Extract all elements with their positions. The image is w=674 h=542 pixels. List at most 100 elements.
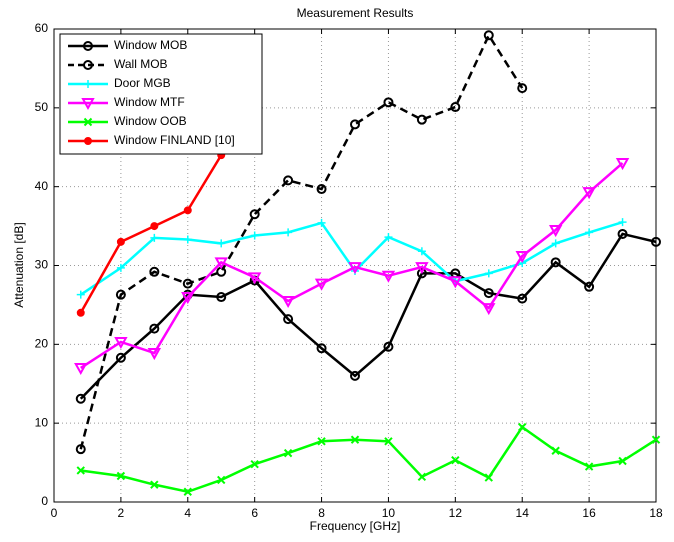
marker xyxy=(83,41,93,51)
x-tick-label: 14 xyxy=(516,506,530,520)
legend-label: Wall MOB xyxy=(114,57,168,71)
x-tick-label: 18 xyxy=(649,506,663,520)
marker xyxy=(618,456,627,466)
marker xyxy=(383,97,394,108)
marker xyxy=(515,251,529,264)
series-line xyxy=(79,154,223,314)
marker xyxy=(416,114,427,125)
marker xyxy=(250,231,259,240)
marker xyxy=(181,292,195,305)
marker xyxy=(76,308,85,317)
marker xyxy=(76,290,85,299)
marker xyxy=(417,472,427,481)
marker xyxy=(381,270,396,283)
marker xyxy=(217,239,226,248)
marker xyxy=(116,471,126,481)
marker xyxy=(450,102,461,113)
y-tick-label: 0 xyxy=(41,494,48,508)
marker xyxy=(348,262,362,275)
marker xyxy=(314,278,329,291)
marker xyxy=(250,459,259,469)
marker xyxy=(350,435,360,444)
marker xyxy=(249,209,260,220)
marker xyxy=(615,158,630,171)
series-line xyxy=(80,162,624,370)
legend-label: Door MGB xyxy=(114,76,171,90)
y-tick-label: 10 xyxy=(35,415,49,429)
marker xyxy=(147,348,162,361)
marker xyxy=(517,83,528,94)
marker xyxy=(350,370,360,381)
x-axis-label: Frequency [GHz] xyxy=(310,519,401,533)
marker xyxy=(150,233,159,242)
marker xyxy=(116,263,125,272)
marker xyxy=(483,288,494,299)
marker xyxy=(150,480,159,489)
y-tick-label: 20 xyxy=(35,337,49,351)
series-line xyxy=(80,425,657,494)
marker xyxy=(415,262,429,275)
marker xyxy=(183,206,192,215)
marker xyxy=(350,119,360,130)
x-tick-label: 8 xyxy=(318,506,325,520)
marker xyxy=(317,437,326,446)
marker xyxy=(518,422,527,432)
marker xyxy=(550,257,561,268)
marker xyxy=(84,80,92,88)
marker xyxy=(651,435,661,444)
marker xyxy=(183,235,192,244)
marker xyxy=(384,437,393,446)
marker xyxy=(115,289,126,300)
marker xyxy=(551,239,560,248)
marker xyxy=(483,30,494,41)
marker xyxy=(617,228,628,239)
marker xyxy=(115,352,126,363)
marker xyxy=(316,343,327,354)
marker xyxy=(84,137,92,145)
x-tick-label: 2 xyxy=(118,506,125,520)
legend-label: Window MTF xyxy=(114,95,185,109)
marker xyxy=(584,462,594,471)
y-tick-label: 40 xyxy=(35,179,49,193)
marker xyxy=(183,487,192,496)
plot-frame xyxy=(53,28,657,503)
legend-label: Window MOB xyxy=(114,38,187,52)
marker xyxy=(149,266,160,277)
marker xyxy=(551,446,560,455)
series-line xyxy=(79,232,657,400)
marker xyxy=(482,303,496,316)
marker xyxy=(316,184,327,195)
marker xyxy=(217,475,226,485)
marker xyxy=(76,466,85,475)
marker xyxy=(484,473,493,482)
marker xyxy=(149,323,160,334)
marker xyxy=(247,272,262,285)
x-tick-label: 10 xyxy=(382,506,396,520)
marker xyxy=(448,276,463,289)
y-tick-label: 30 xyxy=(35,258,49,272)
y-tick-label: 50 xyxy=(35,100,49,114)
marker xyxy=(81,98,95,111)
marker xyxy=(150,222,159,231)
marker xyxy=(651,236,661,247)
marker xyxy=(75,393,86,404)
marker xyxy=(383,341,394,352)
marker xyxy=(484,269,493,278)
marker xyxy=(214,257,228,270)
marker xyxy=(83,117,93,127)
marker xyxy=(281,295,295,309)
marker xyxy=(417,247,426,256)
series-line xyxy=(79,32,524,450)
marker xyxy=(517,293,528,304)
marker xyxy=(114,336,128,350)
marker xyxy=(283,448,293,458)
marker xyxy=(582,187,596,200)
marker xyxy=(585,228,594,237)
marker xyxy=(75,444,86,455)
marker xyxy=(116,237,125,246)
marker xyxy=(283,314,294,325)
y-axis-label: Attenuation [dB] xyxy=(12,222,26,307)
marker xyxy=(416,268,427,279)
marker xyxy=(83,60,93,70)
marker xyxy=(618,218,627,227)
